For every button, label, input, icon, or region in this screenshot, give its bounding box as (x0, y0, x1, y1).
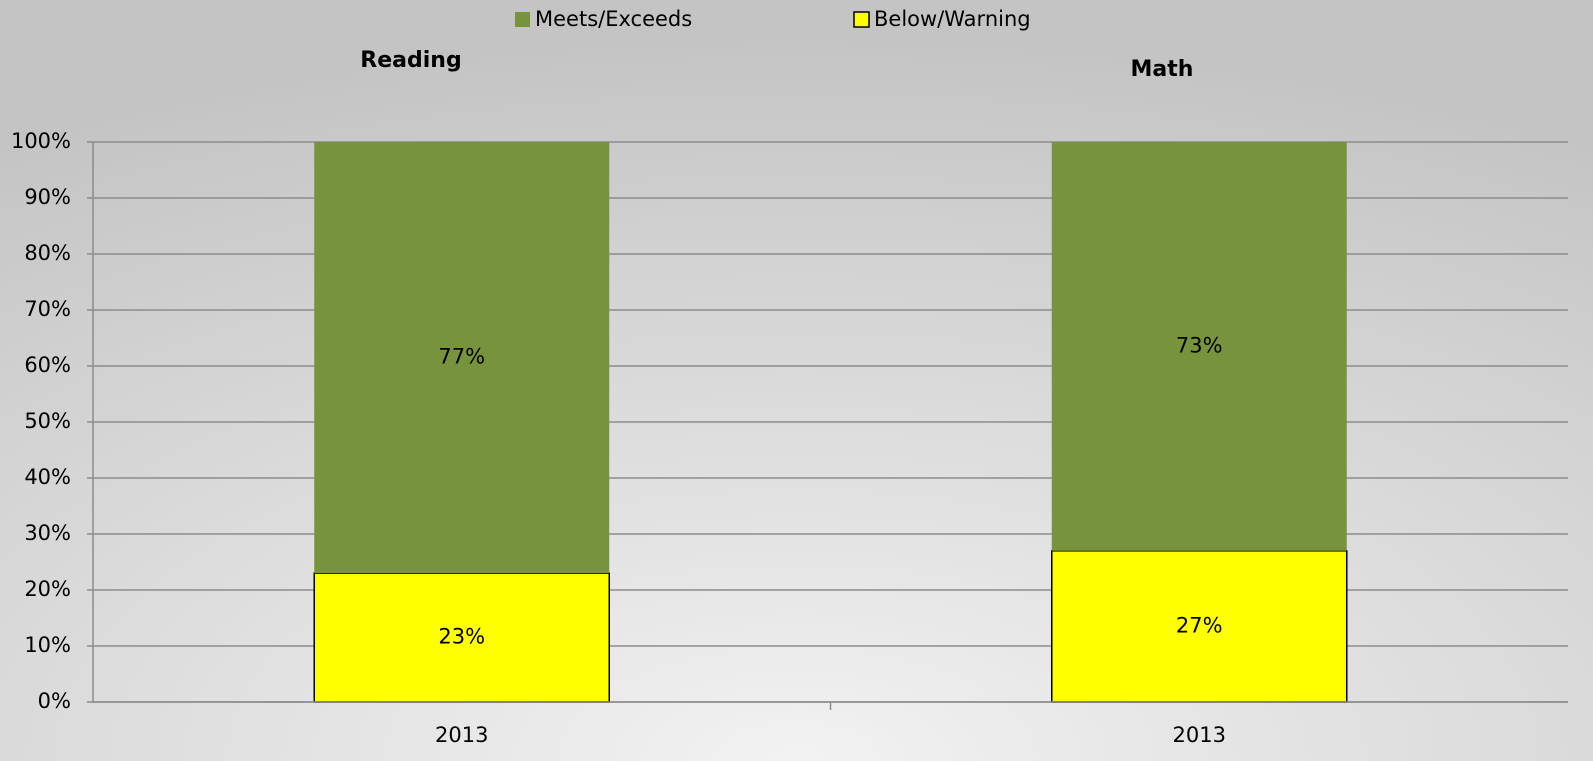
y-tick-label: 70% (24, 297, 71, 321)
data-label: 77% (438, 345, 485, 369)
y-tick-label: 10% (24, 633, 71, 657)
y-tick-label: 60% (24, 353, 71, 377)
y-tick-label: 40% (24, 465, 71, 489)
data-label: 23% (438, 625, 485, 649)
bar-segment (313, 572, 610, 703)
y-tick-label: 100% (11, 129, 71, 153)
bar-segment (1051, 550, 1348, 703)
bar-segment (1051, 142, 1347, 551)
y-tick-label: 30% (24, 521, 71, 545)
data-label: 27% (1176, 613, 1223, 637)
y-tick-label: 50% (24, 409, 71, 433)
legend-swatch (515, 12, 530, 27)
x-tick-label: 2013 (435, 723, 488, 747)
group-title: Reading (360, 48, 461, 73)
y-tick-label: 0% (38, 689, 71, 713)
y-tick-label: 90% (24, 185, 71, 209)
y-tick-label: 20% (24, 577, 71, 601)
legend-swatch (853, 11, 870, 28)
group-title: Math (1131, 57, 1194, 82)
legend-label: Below/Warning (874, 7, 1031, 31)
y-tick-label: 80% (24, 241, 71, 265)
x-tick-label: 2013 (1173, 723, 1226, 747)
legend-label: Meets/Exceeds (535, 7, 692, 31)
bar-segment (314, 142, 610, 574)
data-label: 73% (1176, 333, 1223, 357)
